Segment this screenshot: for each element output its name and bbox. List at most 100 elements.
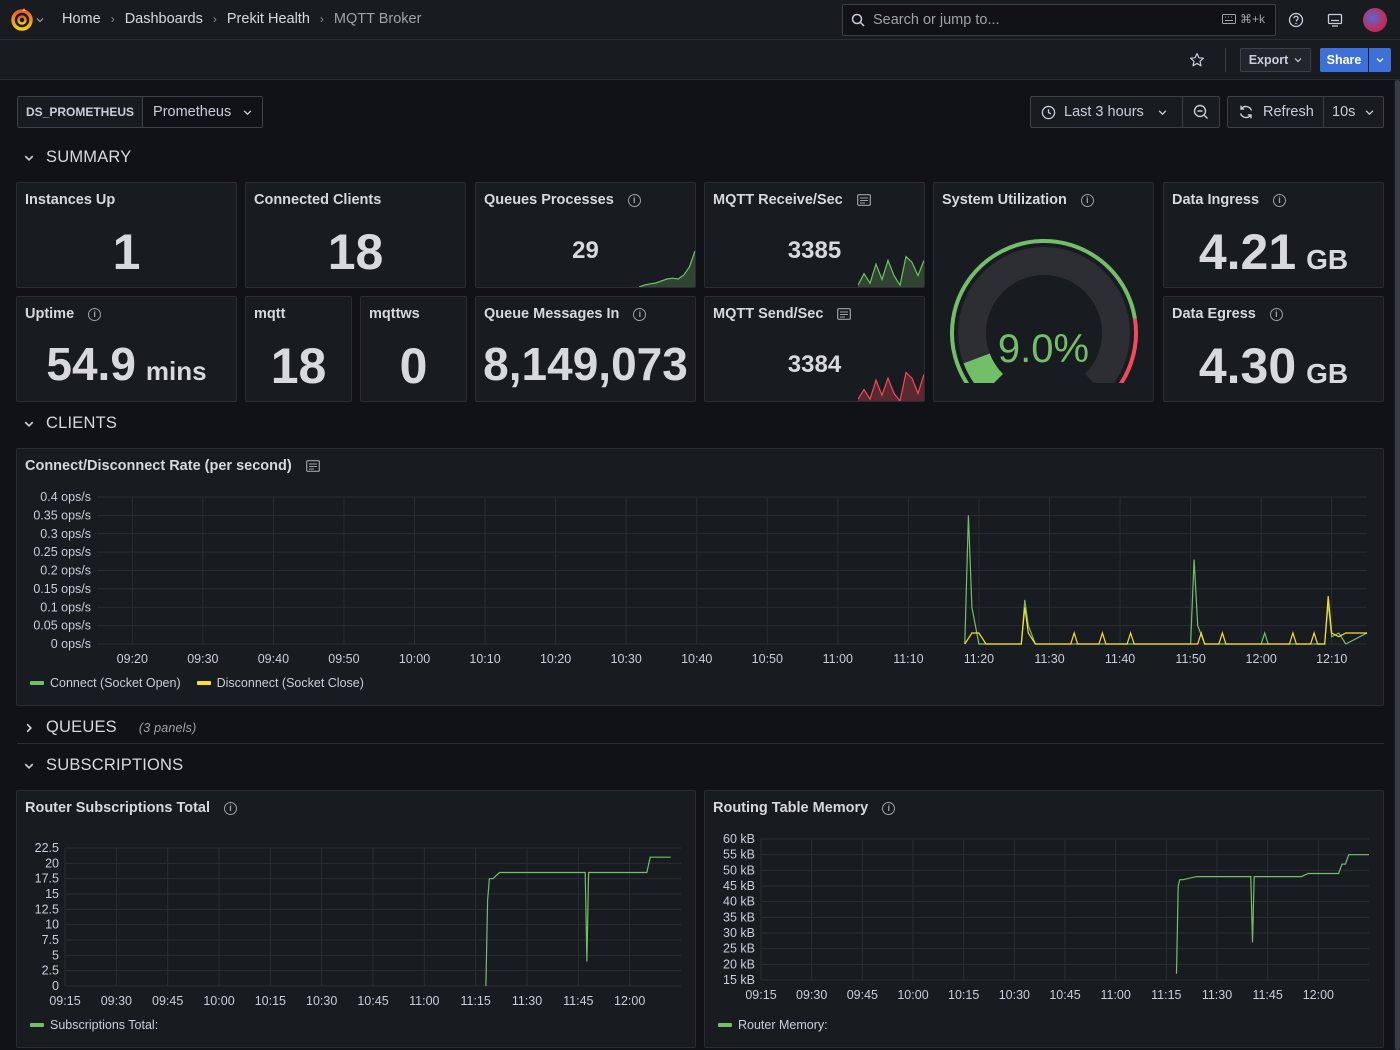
x-tick-label: 09:30 [101,994,132,1008]
breadcrumb-folder[interactable]: Prekit Health [226,11,310,27]
search-input[interactable]: Search or jump to... ⌘+k [842,4,1276,36]
series-line[interactable] [964,515,1368,645]
sparkline-area [858,256,924,287]
grafana-logo-button[interactable] [10,8,46,32]
refresh-button[interactable]: Refresh [1227,96,1324,128]
panel-data-egress[interactable]: Data Egress i 4.30 GB [1163,296,1384,402]
star-button[interactable] [1187,50,1207,70]
panel-queue-messages-in[interactable]: Queue Messages In i 8,149,073 [475,296,696,402]
scrollbar-thumb[interactable] [1395,80,1400,1050]
chevron-down-icon [1376,58,1384,63]
info-icon[interactable]: i [224,801,238,815]
info-icon[interactable]: i [882,801,896,815]
info-icon[interactable]: i [1269,307,1283,321]
panel-description-icon[interactable] [305,460,320,472]
panel-mqtt[interactable]: mqtt 18 [245,296,352,402]
sparkline [858,371,924,401]
legend-item-router-memory[interactable]: Router Memory: [738,1018,828,1032]
row-queues[interactable]: QUEUES (3 panels) [24,718,196,737]
x-tick-label: 11:30 [512,994,542,1008]
x-tick-label: 12:00 [614,994,645,1008]
datasource-value: Prometheus [153,104,232,120]
panel-title: Instances Up [25,192,116,208]
y-tick-label: 17.5 [35,872,59,886]
series-line[interactable] [964,596,1367,645]
y-tick-label: 10 [45,918,59,932]
x-tick-label: 12:10 [1316,652,1347,666]
refresh-interval-picker[interactable]: 10s [1323,96,1384,128]
legend-swatch [196,681,211,685]
panel-title-text: Data Ingress [1172,192,1260,208]
row-clients[interactable]: CLIENTS [24,414,117,433]
legend-item-subscriptions[interactable]: Subscriptions Total: [50,1018,159,1032]
top-bar: Home › Dashboards › Prekit Health › MQTT… [0,0,1400,40]
breadcrumb: Home › Dashboards › Prekit Health › MQTT… [62,11,421,27]
panel-connected-clients[interactable]: Connected Clients 18 [245,182,466,288]
panel-system-utilization[interactable]: System Utilization i 9.0% [933,182,1154,402]
y-tick-label: 0 ops/s [51,637,91,651]
x-tick-label: 10:30 [306,994,337,1008]
series-line[interactable] [1175,854,1370,974]
panel-uptime[interactable]: Uptime i 54.9 mins [16,296,237,402]
news-button[interactable] [1325,10,1345,30]
legend-item-disconnect[interactable]: Disconnect (Socket Close) [216,676,364,690]
panel-instances-up[interactable]: Instances Up 1 [16,182,237,288]
time-series-chart[interactable]: 0.4 ops/s 0.35 ops/s 0.3 ops/s 0.25 ops/s 0.… [17,449,1383,679]
share-options-button[interactable] [1369,48,1391,72]
x-tick-label: 11:15 [1151,988,1181,1002]
y-tick-label: 22.5 [35,841,59,855]
panel-description-icon[interactable] [856,194,871,206]
stat-number: 54.9 [46,338,136,390]
sparkline [639,250,695,287]
user-avatar[interactable] [1363,8,1387,32]
row-subscriptions[interactable]: SUBSCRIPTIONS [24,756,183,775]
panel-connect-disconnect-rate[interactable]: Connect/Disconnect Rate (per second) 0.4… [16,448,1384,706]
stat-number: 4.30 [1198,338,1297,394]
sparkline-line [858,371,924,401]
legend: Router Memory: [718,1018,828,1032]
info-icon[interactable]: i [1273,193,1287,207]
panel-title-text: System Utilization [942,192,1067,208]
row-summary-title: SUMMARY [46,148,132,166]
x-tick-label: 10:30 [611,652,642,666]
legend-item-connect[interactable]: Connect (Socket Open) [50,676,181,690]
zoom-out-button[interactable] [1182,96,1220,128]
panel-title: Uptime i [25,306,102,322]
series-line[interactable] [485,856,671,987]
panel-router-subscriptions[interactable]: Router Subscriptions Total i 22.5 20 17.5 15… [16,790,696,1048]
panel-title: mqttws [369,306,420,322]
panel-routing-table-memory[interactable]: Routing Table Memory i 60 kB 55 kB 50 kB 45 … [704,790,1384,1048]
legend-swatch [30,1023,44,1027]
legend-swatch [718,1023,732,1027]
info-icon[interactable]: i [633,307,647,321]
x-tick-label: 09:30 [796,988,827,1002]
panel-description-icon[interactable] [837,308,852,320]
help-button[interactable] [1286,10,1306,30]
legend-swatch [30,681,44,685]
panel-mqtt-send[interactable]: MQTT Send/Sec 3384 [704,296,925,402]
breadcrumb-home[interactable]: Home [62,11,101,27]
time-range-picker[interactable]: Last 3 hours [1030,96,1183,128]
y-tick-label: 25 kB [723,942,755,956]
info-icon[interactable]: i [88,307,102,321]
page-scrollbar[interactable] [1394,80,1400,1050]
y-tick-label: 15 [45,887,59,901]
panel-title: MQTT Receive/Sec [713,192,871,208]
stat-value: 1 [112,224,141,280]
panel-mqttws[interactable]: mqttws 0 [360,296,467,402]
info-icon[interactable]: i [1080,193,1094,207]
breadcrumb-dashboards[interactable]: Dashboards [124,11,203,27]
export-button[interactable]: Export [1240,48,1311,72]
y-tick-label: 60 kB [723,832,755,846]
row-summary[interactable]: SUMMARY [24,148,131,167]
datasource-select[interactable]: Prometheus [143,97,263,127]
info-icon[interactable]: i [627,193,641,207]
breadcrumb-separator-icon: › [212,12,217,26]
keyboard-icon [1221,14,1236,24]
share-button[interactable]: Share [1320,48,1368,72]
panel-queues-processes[interactable]: Queues Processes i 29 [475,182,696,288]
panel-mqtt-receive[interactable]: MQTT Receive/Sec 3385 [704,182,925,288]
panel-data-ingress[interactable]: Data Ingress i 4.21 GB [1163,182,1384,288]
